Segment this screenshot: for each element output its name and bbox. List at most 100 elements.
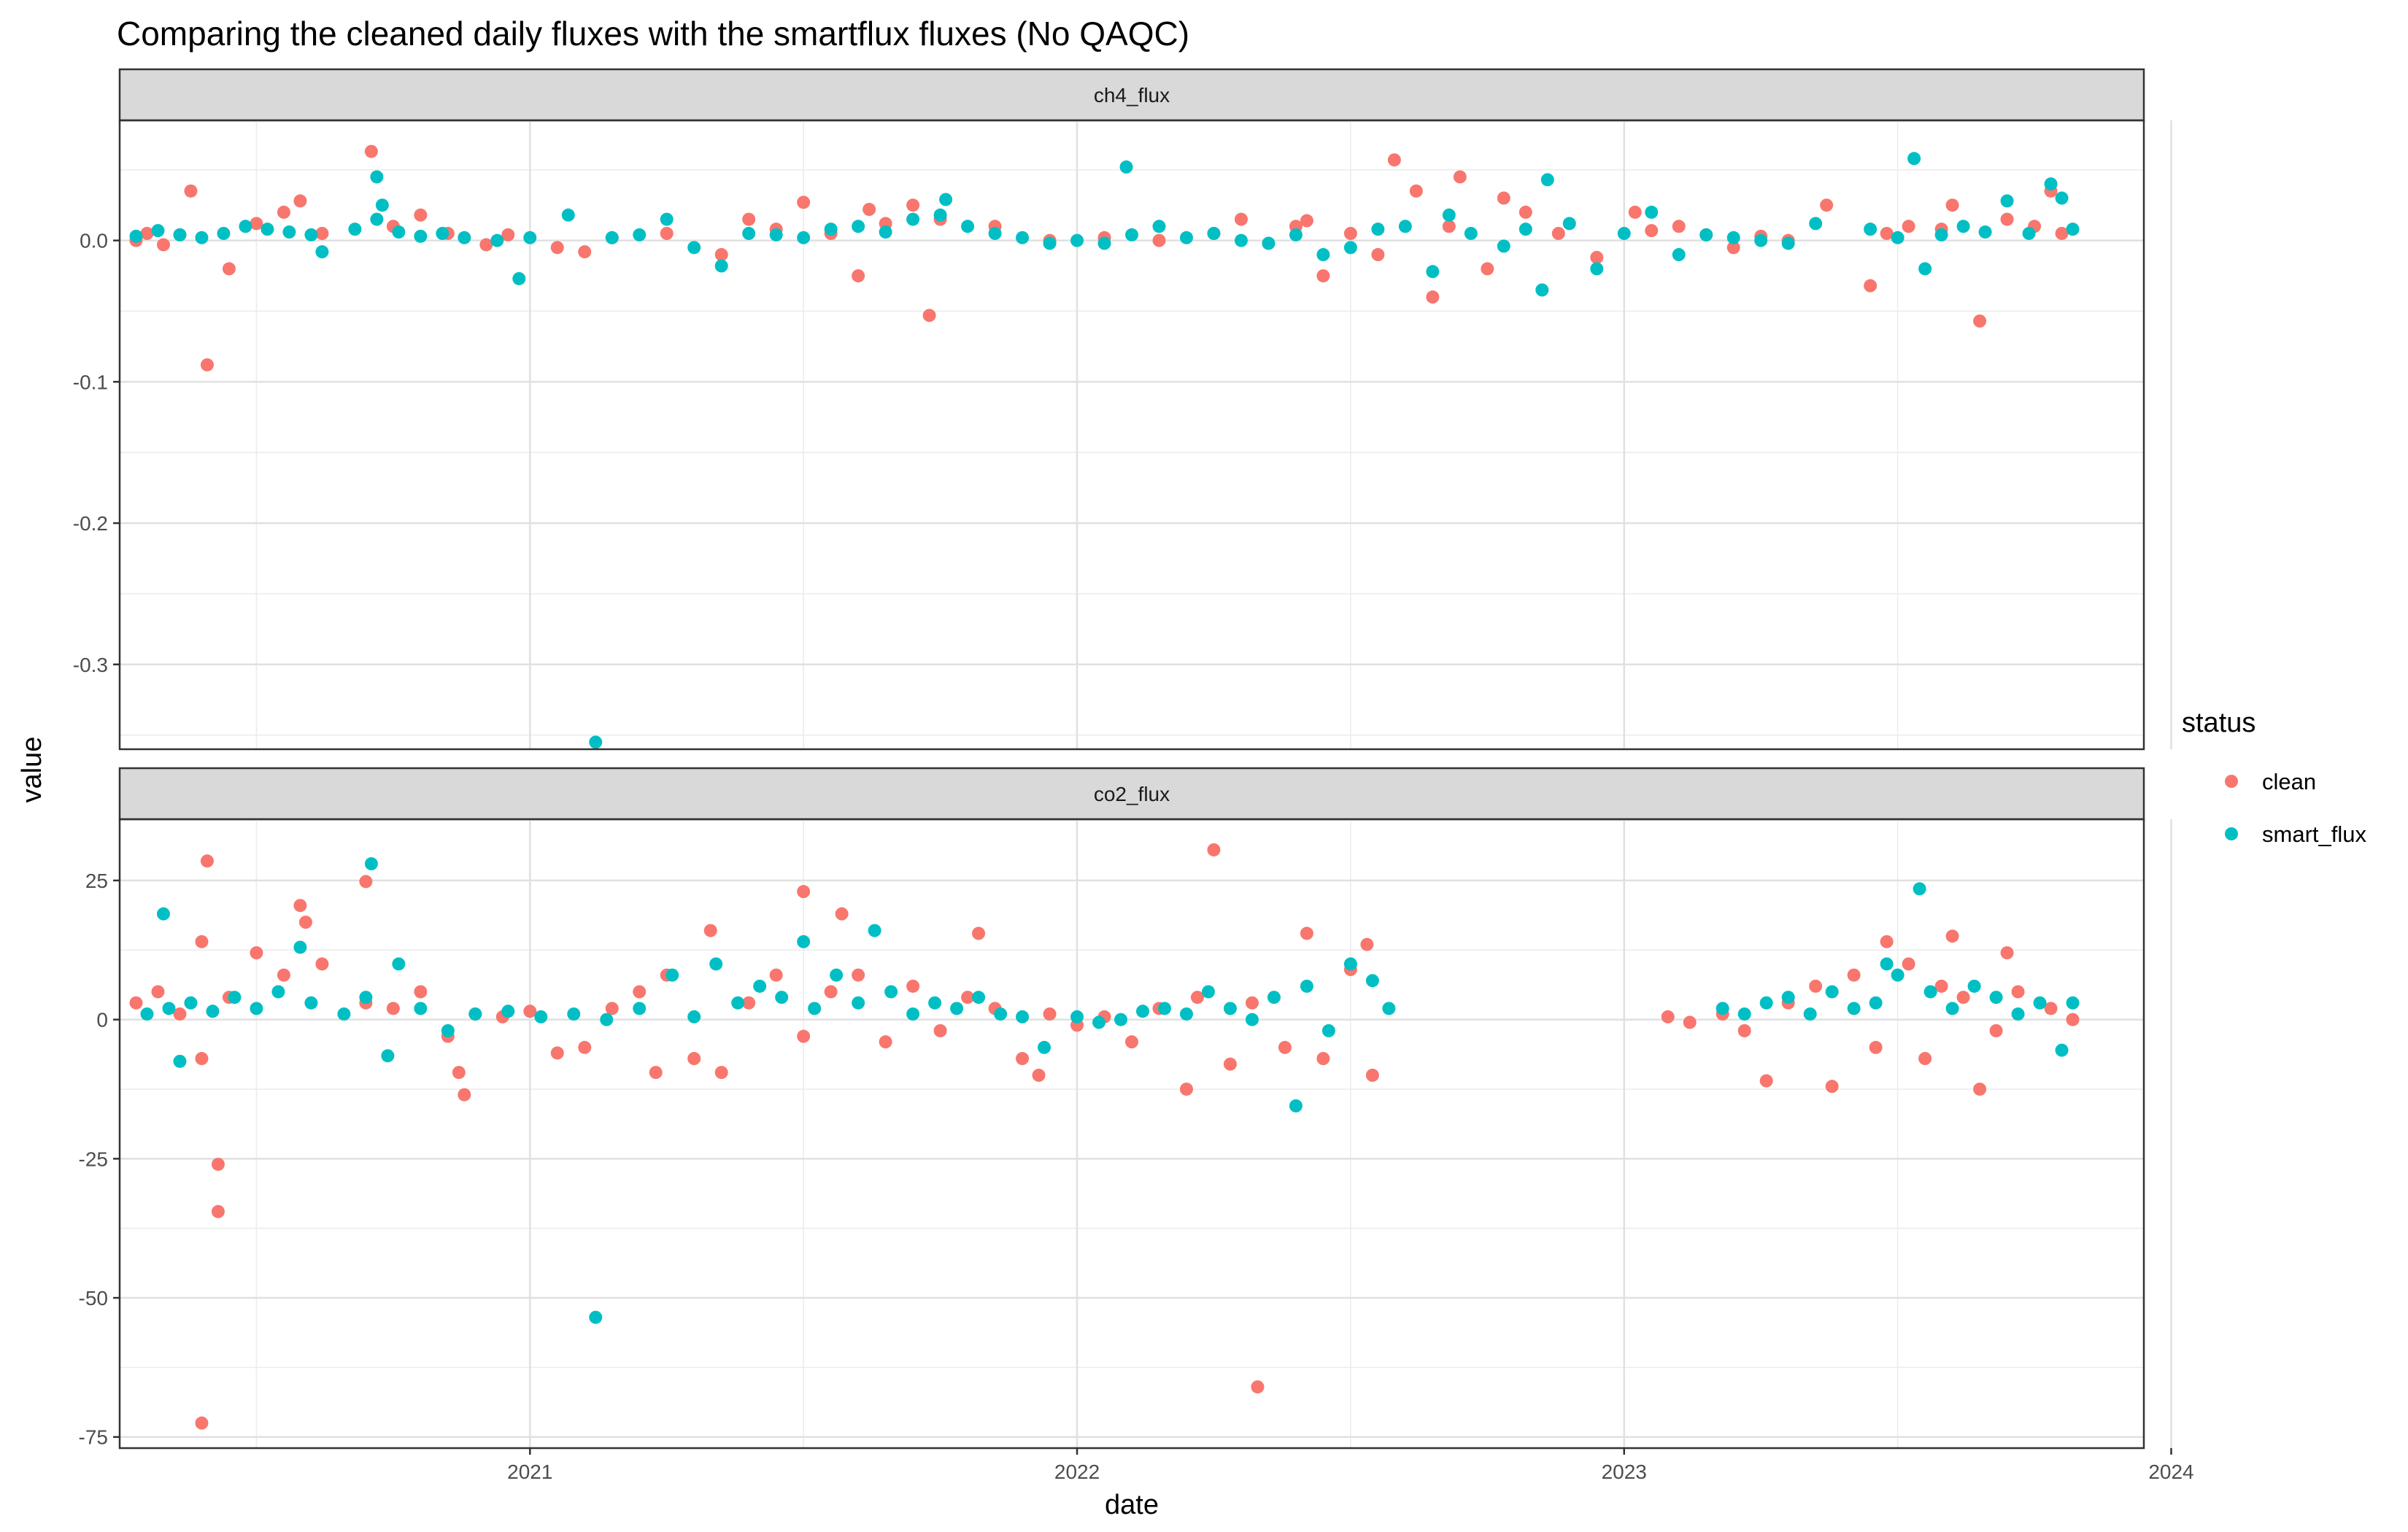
data-point-smart-flux [714, 259, 728, 273]
data-point-smart-flux [1316, 248, 1330, 262]
data-point-smart-flux [1945, 1002, 1959, 1015]
data-point-clean [293, 194, 307, 208]
data-point-clean [933, 1024, 947, 1037]
panel-border [118, 119, 2145, 751]
data-point-smart-flux [381, 1049, 395, 1063]
data-point-smart-flux [2033, 996, 2047, 1010]
y-axis-ticks: 25 0 -25 -50 -75 [79, 870, 120, 1449]
data-point-clean [578, 245, 592, 259]
data-point-smart-flux [129, 229, 143, 243]
data-point-smart-flux [1535, 283, 1549, 297]
data-point-smart-flux [1343, 957, 1357, 971]
data-point-clean [1497, 191, 1510, 205]
data-point-smart-flux [1754, 233, 1768, 247]
data-point-smart-flux [1016, 1010, 1030, 1024]
data-point-clean [414, 985, 428, 999]
data-point-clean [742, 212, 756, 226]
y-tick-label: 0.0 [80, 230, 108, 252]
data-point-smart-flux [1825, 985, 1839, 999]
data-point-clean [200, 854, 214, 868]
panel-co2-flux: co2_flux 25 0 -25 -50 -75 [79, 767, 2172, 1450]
data-point-smart-flux [1321, 1024, 1335, 1037]
data-point-clean [195, 935, 209, 948]
data-point-smart-flux [1289, 1099, 1303, 1113]
data-point-clean [649, 1066, 663, 1080]
data-point-smart-flux [605, 231, 619, 244]
data-point-clean [195, 1052, 209, 1066]
data-point-smart-flux [250, 1002, 263, 1015]
data-point-smart-flux [1869, 996, 1883, 1010]
y-axis-title: value [17, 737, 47, 803]
data-point-smart-flux [156, 907, 170, 921]
data-point-smart-flux [348, 223, 362, 236]
y-tick-label: -0.3 [73, 654, 108, 676]
data-point-smart-flux [441, 1024, 455, 1037]
data-point-clean [1726, 241, 1740, 255]
data-point-smart-flux [1179, 231, 1193, 244]
data-point-smart-flux [534, 1010, 548, 1024]
data-point-clean [633, 985, 647, 999]
data-point-smart-flux [561, 208, 575, 222]
data-point-clean [1820, 198, 1834, 212]
panel-strip-label: ch4_flux [1094, 84, 1170, 107]
data-point-clean [769, 968, 783, 982]
data-point-clean [1590, 250, 1604, 264]
data-point-clean [1125, 1035, 1138, 1049]
data-point-smart-flux [808, 1002, 822, 1015]
data-point-smart-flux [2055, 1043, 2069, 1057]
data-point-smart-flux [1207, 226, 1221, 240]
panel-points [129, 843, 2080, 1430]
data-point-smart-flux [950, 1002, 964, 1015]
data-point-smart-flux [660, 212, 674, 226]
data-point-smart-flux [1923, 985, 1937, 999]
data-point-clean [414, 208, 428, 222]
data-point-smart-flux [151, 224, 165, 238]
data-point-clean [211, 1157, 225, 1171]
data-point-smart-flux [600, 1013, 614, 1026]
data-point-clean [151, 985, 165, 999]
y-tick-label: -25 [79, 1148, 108, 1170]
data-point-smart-flux [512, 271, 526, 285]
data-point-smart-flux [195, 231, 209, 244]
legend: status clean smart_flux [2182, 708, 2366, 847]
data-point-clean [1300, 214, 1313, 228]
data-point-clean [1934, 979, 1948, 993]
data-point-smart-flux [1891, 231, 1905, 244]
data-point-smart-flux [1092, 1015, 1106, 1029]
panel-points [129, 144, 2080, 749]
data-point-clean [906, 198, 920, 212]
data-point-clean [1409, 184, 1423, 198]
data-point-smart-flux [337, 1007, 351, 1021]
data-point-clean [156, 238, 170, 252]
data-point-smart-flux [994, 1007, 1008, 1021]
data-point-smart-flux [217, 226, 231, 240]
data-point-smart-flux [1540, 173, 1554, 187]
data-point-smart-flux [1907, 152, 1921, 166]
data-point-smart-flux [1978, 225, 1992, 239]
data-point-smart-flux [1967, 979, 1981, 993]
data-point-clean [452, 1066, 466, 1080]
data-point-clean [703, 924, 717, 937]
data-point-smart-flux [1617, 226, 1631, 240]
data-point-smart-flux [1442, 208, 1456, 222]
data-point-smart-flux [906, 212, 920, 226]
legend-swatch-smart-flux [2225, 827, 2238, 840]
data-point-smart-flux [824, 223, 838, 236]
data-point-smart-flux [830, 968, 844, 982]
data-point-smart-flux [1809, 217, 1823, 231]
data-point-smart-flux [1016, 231, 1030, 244]
data-point-smart-flux [140, 1007, 154, 1021]
data-point-clean [1251, 1380, 1265, 1394]
data-point-clean [1190, 991, 1204, 1005]
data-point-smart-flux [939, 193, 953, 206]
data-point-smart-flux [1590, 262, 1604, 276]
data-point-clean [250, 217, 263, 231]
data-point-smart-flux [1043, 236, 1057, 250]
data-point-clean [1032, 1068, 1046, 1082]
data-point-clean [687, 1052, 701, 1066]
data-point-clean [1518, 205, 1532, 219]
y-tick-label: -75 [79, 1426, 108, 1449]
data-point-clean [315, 226, 329, 240]
data-point-smart-flux [1245, 1013, 1259, 1026]
data-point-clean [1179, 1082, 1193, 1096]
